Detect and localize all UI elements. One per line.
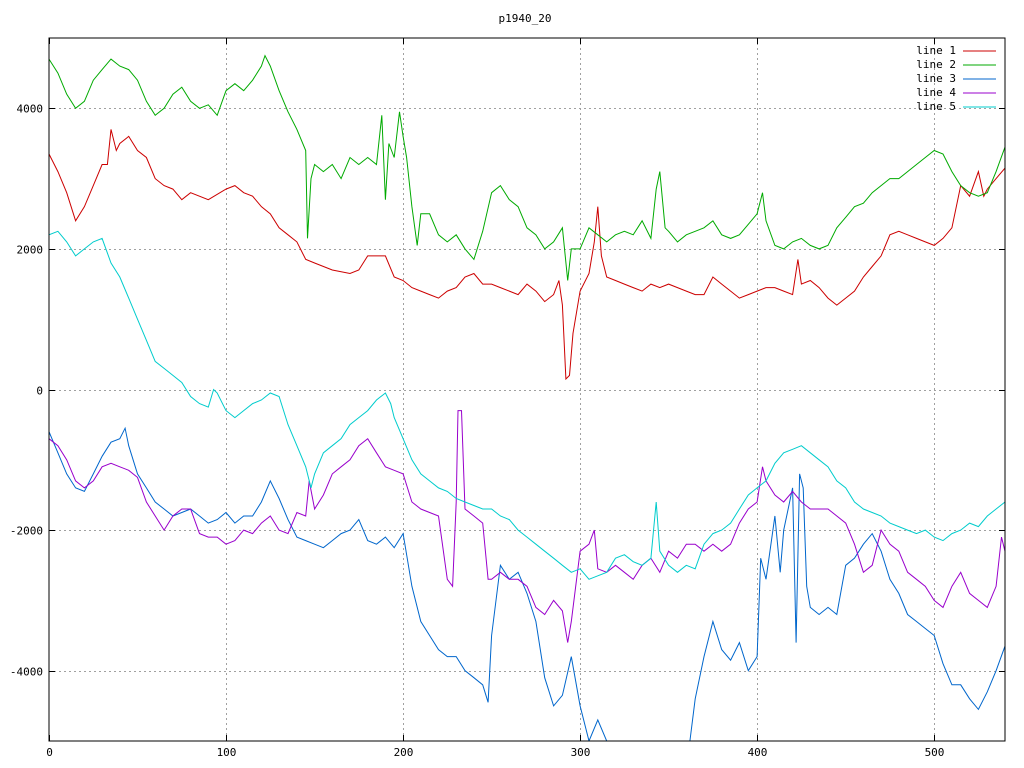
legend-label: line 3 bbox=[916, 72, 956, 85]
legend-label: line 5 bbox=[916, 100, 956, 113]
x-tick-label: 300 bbox=[571, 746, 591, 759]
gridlines bbox=[49, 38, 1005, 741]
plot-frame bbox=[48, 37, 1006, 742]
x-tick-label: 200 bbox=[394, 746, 414, 759]
y-tick-label: -2000 bbox=[10, 525, 43, 538]
axis-ticks: 0 100 200 300 400 500 -4000 -2000 0 2000 4000 bbox=[10, 38, 1005, 759]
x-tick-label: 400 bbox=[748, 746, 768, 759]
chart-title: p1940_20 bbox=[499, 12, 552, 25]
series-line-line-3 bbox=[689, 473, 1005, 741]
x-tick-label: 500 bbox=[925, 746, 945, 759]
y-tick-label: 4000 bbox=[17, 103, 44, 116]
x-tick-label: 100 bbox=[217, 746, 237, 759]
y-tick-label: 0 bbox=[36, 385, 43, 398]
series-line-line-3 bbox=[49, 426, 608, 741]
x-tick-label: 0 bbox=[46, 746, 53, 759]
series-lines bbox=[49, 54, 1005, 741]
series-line-line-1 bbox=[49, 129, 1005, 381]
legend-label: line 2 bbox=[916, 58, 956, 71]
series-line-line-2 bbox=[49, 54, 1005, 281]
legend-label: line 1 bbox=[916, 44, 956, 57]
series-line-line-4 bbox=[49, 410, 1005, 643]
y-tick-label: -4000 bbox=[10, 666, 43, 679]
series-line-line-5 bbox=[49, 230, 1005, 580]
y-tick-label: 2000 bbox=[17, 244, 44, 257]
legend-label: line 4 bbox=[916, 86, 956, 99]
